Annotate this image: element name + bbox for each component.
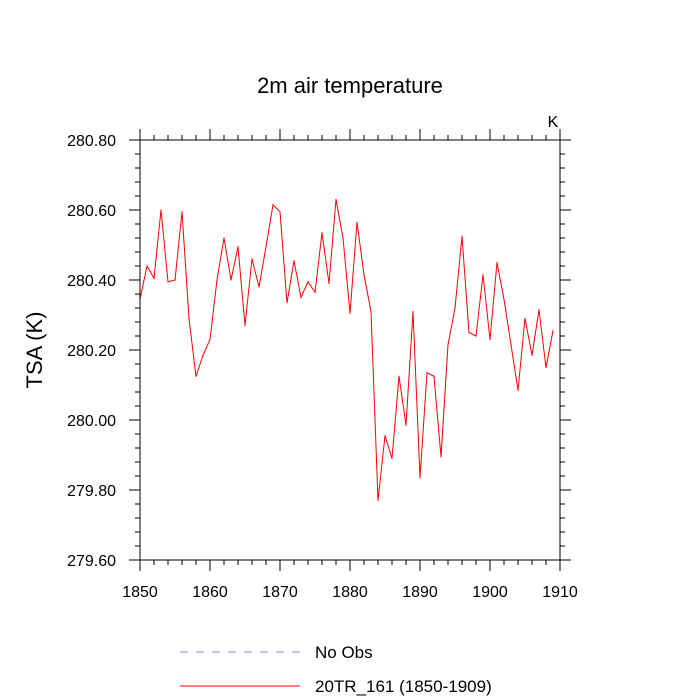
x-tick-label: 1860 — [192, 584, 228, 601]
x-tick-label: 1910 — [542, 584, 578, 601]
data-point — [209, 338, 211, 341]
x-tick-label: 1850 — [122, 584, 158, 601]
data-point — [307, 281, 309, 283]
data-point — [468, 331, 470, 334]
chart-title: 2m air temperature — [257, 73, 443, 98]
y-tick-label: 280.00 — [67, 413, 116, 430]
data-point — [202, 354, 204, 356]
x-tick-label: 1880 — [332, 584, 368, 601]
data-point — [461, 235, 463, 237]
data-point — [552, 330, 554, 332]
data-point — [475, 335, 477, 337]
data-point — [146, 265, 148, 267]
x-tick-label: 1900 — [472, 584, 508, 601]
data-point — [223, 237, 225, 239]
y-axis-label: TSA (K) — [22, 311, 47, 388]
plot-frame — [139, 139, 561, 561]
series-layer — [139, 198, 554, 502]
y-tick-label: 280.60 — [67, 203, 116, 220]
data-point — [489, 338, 491, 341]
data-point — [195, 375, 197, 377]
x-tick-label: 1870 — [262, 584, 298, 601]
data-point — [363, 274, 365, 276]
x-tick-label: 1890 — [402, 584, 438, 601]
data-point — [440, 456, 442, 458]
data-point — [167, 281, 169, 283]
data-point — [258, 286, 260, 288]
data-point — [419, 477, 421, 479]
data-point — [188, 317, 190, 320]
y-tick-label: 279.80 — [67, 483, 116, 500]
data-point — [174, 279, 176, 281]
data-point — [405, 424, 407, 426]
data-point — [496, 261, 498, 264]
data-point — [398, 375, 400, 377]
data-point — [230, 279, 232, 281]
data-point — [335, 198, 337, 201]
data-point — [328, 282, 330, 285]
data-point — [391, 457, 393, 460]
data-point — [216, 279, 218, 281]
data-point — [377, 499, 379, 502]
data-point — [300, 296, 302, 299]
data-point — [538, 309, 540, 311]
data-point — [531, 354, 533, 356]
y-tick-label: 279.60 — [67, 553, 116, 570]
y-tick-label: 280.40 — [67, 273, 116, 290]
data-point — [314, 291, 316, 293]
data-point — [482, 274, 484, 276]
data-point — [517, 389, 519, 391]
data-point — [181, 211, 183, 213]
legend: No Obs 20TR_161 (1850-1909) — [180, 643, 492, 696]
data-point — [293, 260, 295, 262]
data-point — [384, 435, 386, 437]
data-point — [433, 375, 435, 377]
data-point — [286, 302, 288, 304]
data-point — [237, 246, 239, 248]
data-point — [454, 307, 456, 309]
data-point — [426, 372, 428, 374]
axis-ticks — [129, 129, 571, 571]
data-point — [349, 312, 351, 314]
data-point — [279, 211, 281, 213]
data-point — [342, 237, 344, 239]
data-point — [153, 277, 155, 279]
legend-label-20tr-161: 20TR_161 (1850-1909) — [315, 677, 492, 696]
tick-labels: 1850 1860 1870 1880 1890 1900 1910 279.60 279.80… — [67, 133, 578, 601]
data-point — [510, 344, 512, 346]
data-point — [356, 221, 358, 223]
series-line-20tr-161 — [139, 199, 554, 501]
data-point — [545, 366, 547, 369]
data-point — [160, 209, 162, 211]
data-point — [265, 246, 267, 248]
data-point — [447, 344, 449, 346]
legend-label-no-obs: No Obs — [315, 643, 373, 662]
y-tick-label: 280.20 — [67, 343, 116, 360]
data-point — [272, 204, 274, 206]
data-point — [321, 232, 323, 234]
data-point — [412, 310, 414, 313]
data-point — [524, 317, 526, 320]
y-tick-label: 280.80 — [67, 133, 116, 150]
units-label: K — [548, 114, 559, 131]
data-point — [251, 258, 253, 260]
data-point — [503, 298, 505, 300]
data-point — [244, 324, 246, 327]
data-point — [370, 310, 372, 313]
